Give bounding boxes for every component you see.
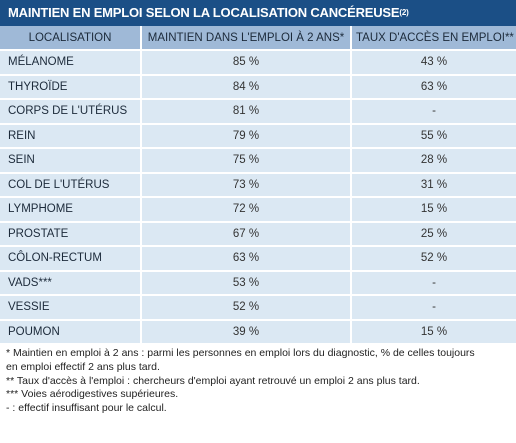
table-row: CÔLON-RECTUM 63 % 52 % [0, 245, 516, 271]
cell-localisation: MÉLANOME [0, 49, 142, 75]
cell-maintien: 75 % [141, 147, 352, 173]
cell-localisation: POUMON [0, 318, 142, 343]
table-body: MÉLANOME 85 % 43 % THYROÏDE 84 % 63 % CORPS DE… [0, 49, 516, 343]
cell-taux: 55 % [351, 122, 516, 148]
table-row: CORPS DE L'UTÉRUS 81 % - [0, 98, 516, 124]
cell-taux: - [351, 98, 516, 124]
table-row: VESSIE 52 % - [0, 294, 516, 320]
cell-taux: 52 % [351, 245, 516, 271]
table-row: PROSTATE 67 % 25 % [0, 220, 516, 246]
cell-localisation: CÔLON-RECTUM [0, 245, 142, 271]
cell-maintien: 63 % [141, 245, 352, 271]
table-title: MAINTIEN EN EMPLOI SELON LA LOCALISATION… [8, 5, 400, 20]
cell-taux: 31 % [351, 171, 516, 197]
header-row: LOCALISATION MAINTIEN DANS L'EMPLOI À 2 … [0, 26, 516, 50]
cell-localisation: VESSIE [0, 294, 142, 320]
cell-localisation: THYROÏDE [0, 73, 142, 99]
table-row: MÉLANOME 85 % 43 % [0, 49, 516, 75]
cell-maintien: 39 % [141, 318, 352, 343]
footnote-line: - : effectif insuffisant pour le calcul. [6, 402, 167, 415]
cell-taux: 28 % [351, 147, 516, 173]
table-row: REIN 79 % 55 % [0, 122, 516, 148]
cell-taux: - [351, 294, 516, 320]
cell-taux: 63 % [351, 73, 516, 99]
cell-localisation: PROSTATE [0, 220, 142, 246]
cell-taux: 15 % [351, 196, 516, 222]
cell-maintien: 67 % [141, 220, 352, 246]
header-taux: TAUX D'ACCÈS EN EMPLOI** [351, 26, 516, 50]
cell-maintien: 53 % [141, 269, 352, 295]
cell-taux: - [351, 269, 516, 295]
cell-taux: 15 % [351, 318, 516, 343]
footnote-line: *** Voies aérodigestives supérieures. [6, 388, 179, 401]
cell-localisation: COL DE L'UTÉRUS [0, 171, 142, 197]
cell-localisation: LYMPHOME [0, 196, 142, 222]
header-localisation: LOCALISATION [0, 26, 142, 50]
footnote-line: ** Taux d'accès à l'emploi : chercheurs … [6, 374, 420, 387]
data-table: LOCALISATION MAINTIEN DANS L'EMPLOI À 2 … [0, 26, 516, 343]
table-title-bar: MAINTIEN EN EMPLOI SELON LA LOCALISATION… [0, 0, 516, 26]
cell-maintien: 73 % [141, 171, 352, 197]
table-row: VADS*** 53 % - [0, 269, 516, 295]
cell-maintien: 52 % [141, 294, 352, 320]
header-maintien: MAINTIEN DANS L'EMPLOI À 2 ANS* [141, 26, 352, 50]
table-row: SEIN 75 % 28 % [0, 147, 516, 173]
cell-taux: 43 % [351, 49, 516, 75]
table-figure: MAINTIEN EN EMPLOI SELON LA LOCALISATION… [0, 0, 516, 416]
cell-localisation: SEIN [0, 147, 142, 173]
cell-maintien: 81 % [141, 98, 352, 124]
footnote-line: * Maintien en emploi à 2 ans : parmi les… [6, 347, 475, 359]
cell-maintien: 79 % [141, 122, 352, 148]
cell-localisation: CORPS DE L'UTÉRUS [0, 98, 142, 124]
table-row: COL DE L'UTÉRUS 73 % 31 % [0, 171, 516, 197]
table-row: POUMON 39 % 15 % [0, 318, 516, 343]
cell-localisation: VADS*** [0, 269, 142, 295]
cell-localisation: REIN [0, 122, 142, 148]
title-reference: (2) [399, 8, 409, 17]
table-row: THYROÏDE 84 % 63 % [0, 73, 516, 99]
cell-maintien: 72 % [141, 196, 352, 222]
table-row: LYMPHOME 72 % 15 % [0, 196, 516, 222]
cell-maintien: 85 % [141, 49, 352, 75]
cell-taux: 25 % [351, 220, 516, 246]
footnote-line: en emploi effectif 2 ans plus tard. [6, 360, 160, 373]
cell-maintien: 84 % [141, 73, 352, 99]
footnotes: * Maintien en emploi à 2 ans : parmi les… [0, 343, 516, 416]
